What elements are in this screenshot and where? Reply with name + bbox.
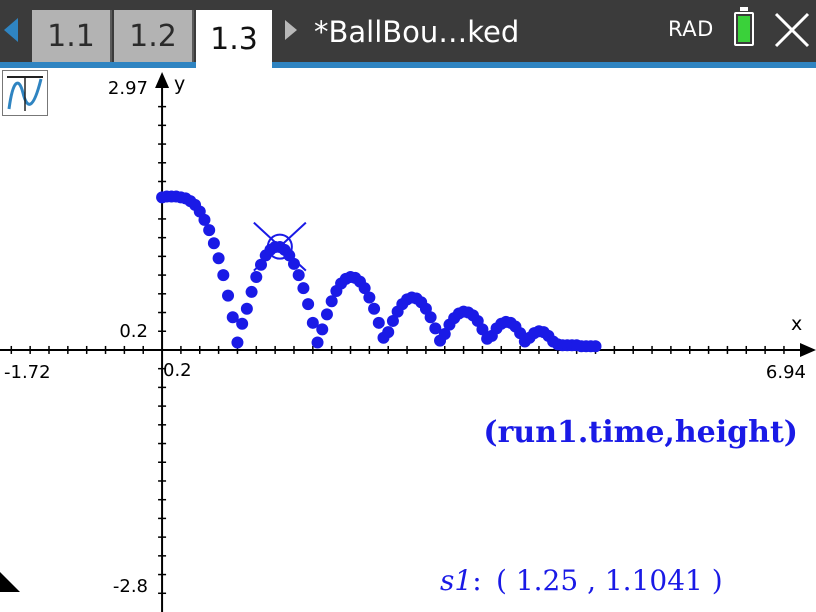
- trace-plot-name: s1:: [440, 564, 482, 597]
- plot-points: [156, 190, 602, 353]
- data-point: [222, 289, 235, 302]
- xscl-label: 0.2: [163, 360, 192, 381]
- battery-level: [738, 16, 750, 42]
- data-point: [476, 323, 489, 336]
- data-point: [325, 295, 338, 308]
- yscl-label: 0.2: [119, 321, 148, 342]
- data-point: [302, 298, 315, 311]
- graph-function-icon[interactable]: [2, 70, 48, 116]
- data-point: [358, 282, 371, 295]
- plot-label[interactable]: (run1.time,height): [483, 415, 798, 450]
- arrow-right-icon[interactable]: [285, 20, 297, 40]
- data-point: [363, 291, 376, 304]
- data-point: [297, 282, 310, 295]
- trace-cursor-ring: [266, 233, 293, 260]
- y-axis-arrow: [155, 72, 170, 88]
- data-point: [287, 257, 300, 270]
- angle-mode-indicator: RAD: [668, 17, 714, 41]
- trace-name-text: s1: [440, 564, 472, 597]
- tab-1-2[interactable]: 1.2: [114, 10, 194, 62]
- data-point: [589, 340, 602, 353]
- data-point: [429, 322, 442, 335]
- data-point: [306, 316, 319, 329]
- data-point: [424, 311, 437, 324]
- data-point: [320, 308, 333, 321]
- data-point: [250, 270, 263, 283]
- trace-cursor-line: [253, 221, 307, 272]
- xmin-label: -1.72: [4, 362, 51, 383]
- data-point: [316, 323, 329, 336]
- data-point: [386, 314, 399, 327]
- data-point: [217, 269, 230, 282]
- data-point: [226, 311, 239, 324]
- data-point: [368, 302, 381, 315]
- x-axis-arrow: [800, 342, 816, 357]
- battery-icon: [734, 7, 754, 46]
- trace-cursor[interactable]: [253, 221, 307, 272]
- title-bar-accent: [0, 62, 816, 68]
- axes: [0, 72, 816, 612]
- tab-label: 1.1: [47, 18, 95, 54]
- data-point: [231, 336, 244, 349]
- data-point: [438, 328, 451, 341]
- close-icon[interactable]: [772, 10, 812, 50]
- tab-label: 1.2: [129, 18, 177, 54]
- y-axis-label: y: [174, 73, 185, 95]
- data-point: [212, 252, 225, 265]
- data-point: [207, 237, 220, 250]
- tab-1-3[interactable]: 1.3: [196, 10, 272, 68]
- tab-1-1[interactable]: 1.1: [32, 10, 112, 62]
- arrow-left-icon[interactable]: [4, 18, 18, 42]
- data-point: [203, 224, 216, 237]
- data-point: [372, 316, 385, 329]
- data-point: [198, 213, 211, 226]
- data-point: [382, 326, 395, 339]
- ymax-label: 2.97: [108, 78, 148, 99]
- data-point: [292, 269, 305, 282]
- tab-label: 1.3: [210, 21, 258, 57]
- document-title: *BallBou…ked: [314, 15, 520, 49]
- ymin-label: -2.8: [113, 576, 148, 597]
- graph-canvas[interactable]: 2.97 y 0.2 x -1.72 0.2 6.94 -2.8 (run1.t…: [0, 68, 816, 612]
- pointer-cursor-icon: [0, 572, 20, 592]
- xmax-label: 6.94: [766, 362, 806, 383]
- data-point: [245, 285, 258, 298]
- x-axis-label: x: [791, 313, 802, 335]
- data-point: [311, 336, 324, 349]
- trace-coordinates: ( 1.25 , 1.1041 ): [496, 564, 723, 597]
- data-point: [240, 302, 253, 315]
- data-point: [236, 317, 249, 330]
